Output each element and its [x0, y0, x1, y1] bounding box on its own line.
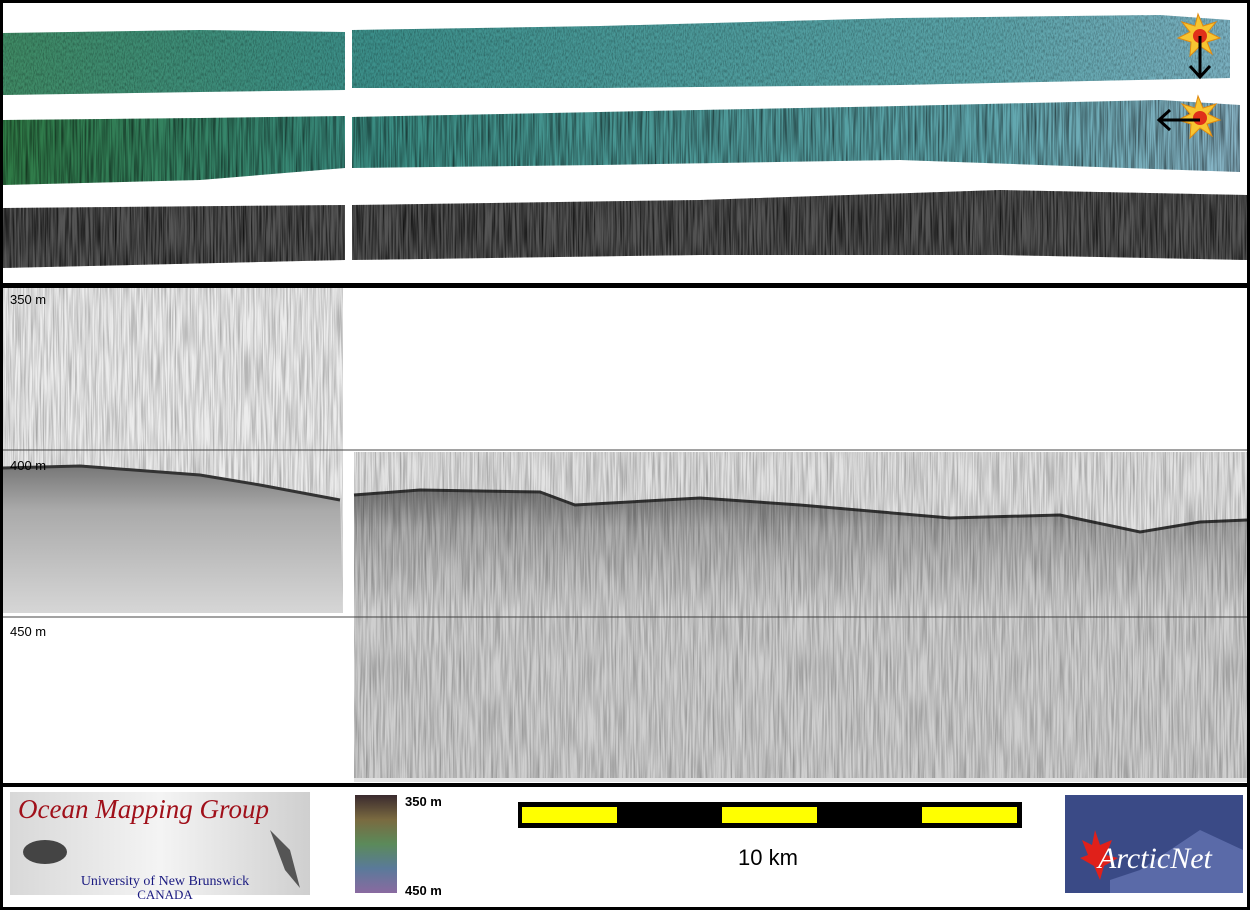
swath-backscatter	[3, 190, 1247, 268]
direction-icons	[1156, 12, 1222, 140]
colorbar	[355, 795, 397, 893]
depth-label: 350 m	[10, 292, 46, 307]
colorbar-label: 350 m	[405, 794, 442, 809]
omg-line: University of New Brunswick	[81, 874, 249, 889]
omg-line: CANADA	[137, 887, 193, 902]
omg-title: Ocean Mapping Group	[18, 794, 269, 824]
swath-bathy-1	[3, 15, 1230, 95]
arcticnet-logo: ArcticNet	[1065, 795, 1243, 893]
depth-label: 400 m	[10, 458, 46, 473]
depth-label: 450 m	[10, 624, 46, 639]
colorbar-label: 450 m	[405, 883, 442, 898]
scale-label: 10 km	[738, 845, 798, 870]
echogram	[2, 288, 1248, 783]
scale-bar	[518, 802, 1022, 828]
arcticnet-title: ArcticNet	[1096, 842, 1213, 875]
omg-logo: Ocean Mapping Group University of New Br…	[10, 792, 310, 902]
swath-bathy-2	[3, 100, 1240, 185]
